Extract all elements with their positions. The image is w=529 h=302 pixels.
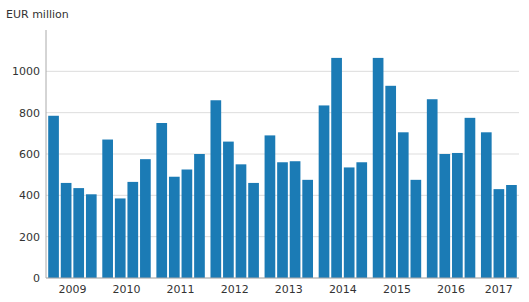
x-tick-label: 2013 <box>275 283 303 296</box>
y-axis-line <box>46 30 47 278</box>
chart-container: 0 200 400 600 800 1000 2009 2010 2011 2012 2013 201… <box>0 0 529 302</box>
y-tick-label: 800 <box>19 107 40 120</box>
bar <box>140 159 151 278</box>
x-tick-label: 2016 <box>437 283 465 296</box>
y-tick-label: 200 <box>19 231 40 244</box>
bar <box>427 99 438 278</box>
x-tick-label: 2014 <box>329 283 357 296</box>
bar <box>465 118 476 278</box>
x-tick-label: 2015 <box>383 283 411 296</box>
bar <box>102 140 113 278</box>
y-tick-label: 600 <box>19 148 40 161</box>
y-tick-label: 0 <box>33 272 40 285</box>
bar <box>127 182 138 278</box>
bar <box>494 189 505 278</box>
x-axis-line <box>46 278 519 279</box>
bar <box>210 100 221 278</box>
x-tick-label: 2009 <box>58 283 86 296</box>
bar <box>265 135 276 278</box>
chart-svg: 0 200 400 600 800 1000 2009 2010 2011 2012 2013 201… <box>0 0 529 302</box>
bar <box>223 142 234 278</box>
bar <box>319 105 330 278</box>
bar <box>385 86 396 278</box>
bar <box>156 123 167 278</box>
bar <box>373 58 384 278</box>
bar <box>48 116 59 278</box>
bar <box>248 183 259 278</box>
y-tick-label: 400 <box>19 189 40 202</box>
bar <box>73 188 84 278</box>
bar <box>410 180 421 278</box>
bar <box>86 194 97 278</box>
bar <box>169 177 180 278</box>
x-tick-label: 2010 <box>113 283 141 296</box>
grid-line <box>46 112 519 113</box>
bar <box>302 180 313 278</box>
bar <box>481 132 492 278</box>
grid <box>46 71 519 278</box>
bar <box>115 198 126 278</box>
bars <box>48 58 517 278</box>
bar <box>331 58 342 278</box>
bar <box>194 154 205 278</box>
bar <box>398 132 409 278</box>
bar <box>356 162 367 278</box>
bar <box>182 170 193 279</box>
x-tick-label: 2017 <box>485 283 513 296</box>
grid-line <box>46 71 519 72</box>
bar <box>344 167 355 278</box>
bar <box>277 162 288 278</box>
x-tick-label: 2012 <box>221 283 249 296</box>
bar <box>439 154 450 278</box>
bar <box>236 164 247 278</box>
bar <box>61 183 72 278</box>
y-axis-label: EUR million <box>6 8 69 21</box>
bar <box>506 185 517 278</box>
y-tick-label: 1000 <box>12 65 40 78</box>
bar <box>452 153 463 278</box>
x-tick-label: 2011 <box>167 283 195 296</box>
grid-line <box>46 278 519 279</box>
bar <box>290 161 301 278</box>
